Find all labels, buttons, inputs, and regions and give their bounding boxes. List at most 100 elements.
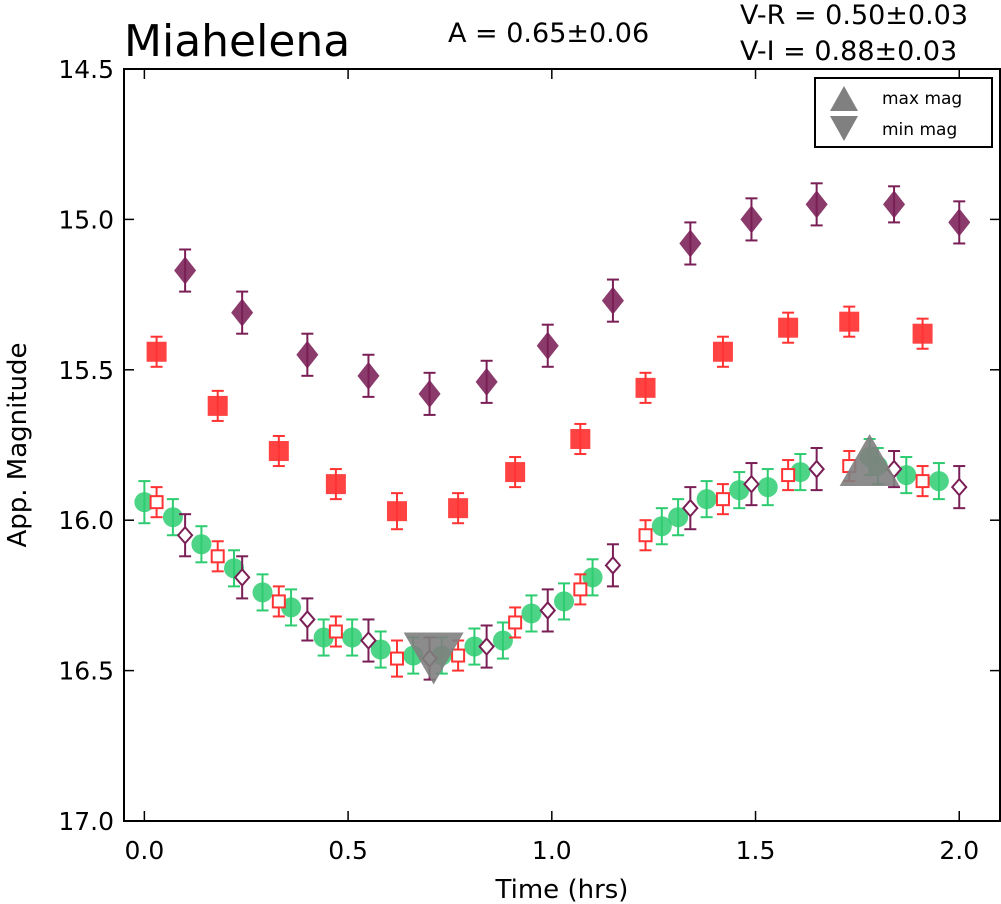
axis-ticks: 0.0 0.5 1.0 1.5 2.0 14.5 15.0 15.5 16.0 16.5 17.0 (58, 55, 1000, 865)
data-point (475, 367, 498, 396)
data-point (210, 549, 225, 564)
data-point (740, 205, 763, 234)
series-square-filled (146, 305, 933, 531)
y-tick-label: 16.0 (58, 506, 114, 535)
y-axis-label: App. Magnitude (3, 342, 33, 547)
data-point (912, 323, 933, 344)
x-tick-label: 1.0 (532, 836, 572, 865)
data-point (778, 317, 799, 338)
y-tick-label: 14.5 (58, 55, 114, 84)
data-point (268, 441, 289, 462)
x-tick-label: 1.5 (736, 836, 776, 865)
data-point (604, 555, 622, 575)
data-point (948, 208, 971, 237)
data-point (883, 190, 906, 219)
data-point (296, 340, 319, 369)
data-point (357, 361, 380, 390)
data-point (478, 637, 495, 657)
data-point (536, 331, 559, 360)
data-point (313, 627, 334, 648)
data-point (582, 567, 603, 588)
data-point (342, 627, 363, 648)
x-tick-label: 0.0 (124, 836, 164, 865)
data-point (299, 609, 316, 629)
data-point (233, 567, 251, 587)
legend-entry-max-mag: max mag (882, 89, 962, 109)
data-point (134, 492, 155, 513)
data-point (451, 648, 466, 663)
data-point (573, 582, 588, 597)
data-point (176, 525, 194, 545)
data-point (252, 582, 273, 603)
data-point (231, 298, 254, 327)
data-point (281, 597, 302, 618)
data-point (370, 639, 391, 660)
y-tick-label: 16.5 (58, 657, 114, 686)
data-point (682, 498, 699, 518)
max-mag-marker (839, 434, 900, 487)
series-diamond-filled (174, 182, 971, 416)
series-triangle-up (839, 434, 900, 487)
data-point (757, 477, 778, 498)
data-point (492, 630, 513, 651)
v-r-annotation: V-R = 0.50±0.03 (740, 0, 968, 31)
legend: max mag min mag (814, 77, 993, 148)
data-point (570, 428, 591, 449)
data-point (715, 492, 730, 507)
chart-title: Miahelena (124, 16, 350, 67)
data-point (696, 489, 717, 510)
data-point (149, 495, 164, 510)
data-point (174, 256, 197, 285)
data-point (464, 636, 485, 657)
data-point (839, 311, 860, 332)
legend-max-mag-marker (830, 86, 858, 111)
data-point (162, 507, 183, 528)
data-point (638, 528, 653, 543)
data-point (271, 594, 286, 609)
x-tick-label: 0.5 (328, 836, 368, 865)
data-point (418, 379, 441, 408)
series-square-open (149, 450, 930, 678)
data-point (743, 474, 760, 494)
data-point (635, 377, 656, 398)
data-point (521, 603, 542, 624)
data-point (790, 462, 811, 483)
data-point (712, 341, 733, 362)
y-tick-label: 15.5 (58, 356, 114, 385)
legend-min-mag-marker (830, 116, 858, 141)
data-point (448, 498, 469, 519)
data-point (950, 477, 968, 497)
legend-entry-min-mag: min mag (882, 120, 957, 140)
data-point (915, 474, 930, 489)
data-point (389, 651, 404, 666)
data-point (808, 459, 825, 479)
data-point (539, 600, 557, 620)
data-point (386, 501, 407, 522)
series-triangle-down (403, 632, 464, 685)
v-i-annotation: V-I = 0.88±0.03 (740, 36, 957, 67)
series-circle-filled (134, 437, 949, 675)
y-tick-label: 17.0 (58, 807, 114, 836)
x-tick-label: 2.0 (939, 836, 979, 865)
data-point (207, 395, 228, 416)
data-point (781, 468, 796, 483)
data-point (360, 631, 377, 651)
data-point (328, 624, 343, 639)
data-point (651, 516, 672, 537)
data-point (928, 471, 949, 492)
y-tick-label: 15.0 (58, 205, 114, 234)
data-point (505, 462, 526, 483)
plot-frame (123, 68, 1001, 822)
data-point (508, 615, 523, 630)
data-point (601, 286, 624, 315)
plot-content (134, 182, 971, 685)
data-point (668, 507, 689, 528)
data-point (191, 534, 212, 555)
data-point (805, 190, 828, 219)
data-point (146, 341, 167, 362)
amplitude-annotation: A = 0.65±0.06 (448, 18, 649, 49)
data-point (325, 474, 346, 495)
min-mag-marker (403, 632, 464, 685)
x-axis-label: Time (hrs) (495, 875, 629, 904)
